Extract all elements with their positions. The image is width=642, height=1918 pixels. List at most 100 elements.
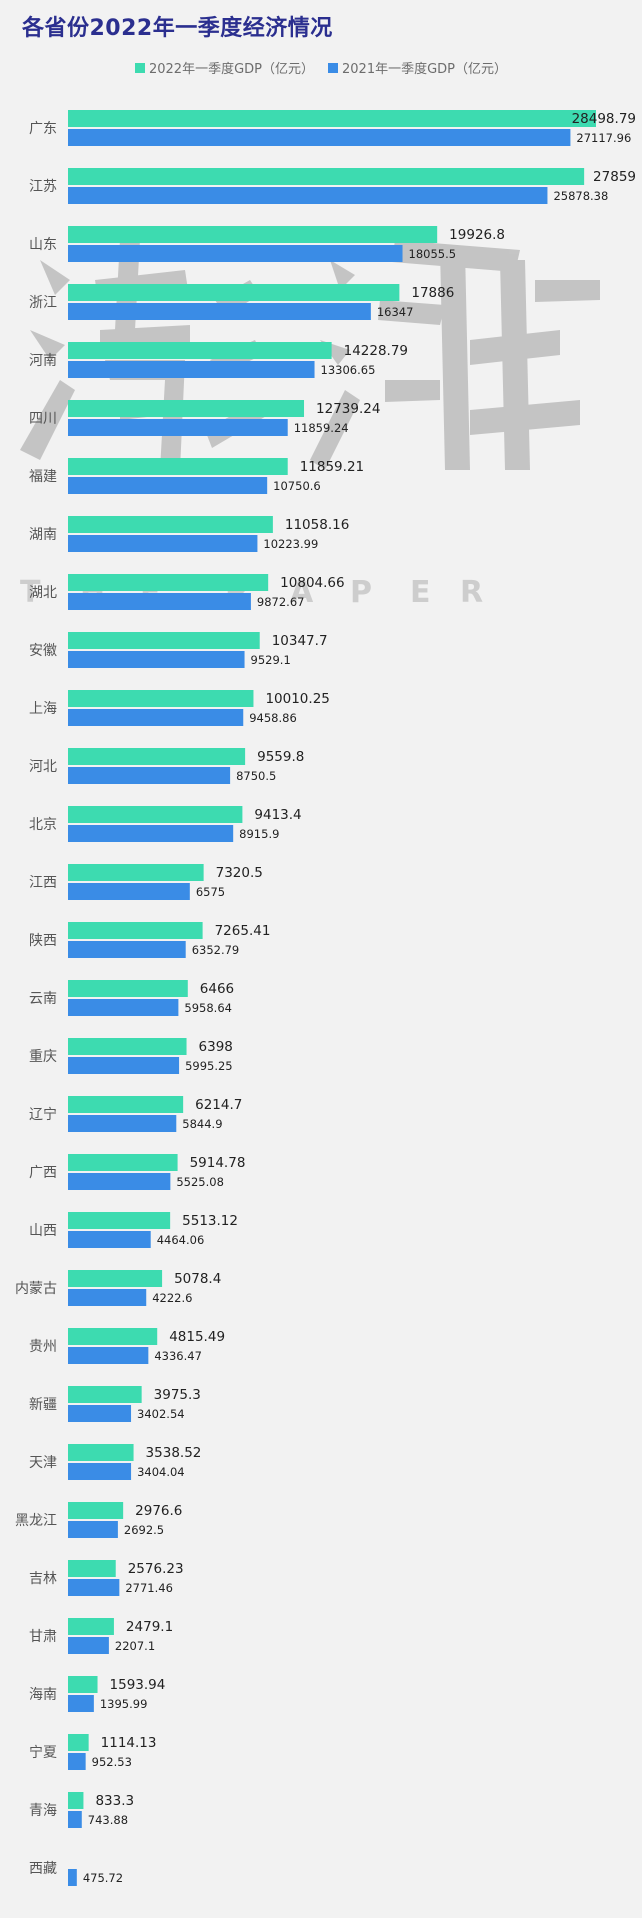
bar-2022[interactable] [68, 400, 305, 417]
bar-2022[interactable] [68, 110, 596, 127]
bar-2021[interactable] [68, 825, 234, 842]
category-group: 湖南 11058.16 10223.99 [29, 516, 349, 552]
data-label-2022: 10804.66 [280, 575, 344, 591]
bar-2022[interactable] [68, 806, 243, 823]
bar-2022[interactable] [68, 458, 288, 475]
category-label: 海南 [29, 1687, 57, 1703]
bar-2022[interactable] [68, 748, 246, 765]
bar-2021[interactable] [68, 709, 244, 726]
category-label: 江西 [29, 875, 57, 891]
data-label-2022: 9559.8 [257, 749, 304, 765]
category-label: 辽宁 [29, 1106, 57, 1123]
bar-2022[interactable] [68, 342, 332, 359]
data-label-2021: 2692.5 [124, 1523, 164, 1537]
bar-2021[interactable] [68, 1463, 132, 1480]
bar-2022[interactable] [68, 864, 204, 881]
data-label-2021: 6352.79 [192, 943, 240, 957]
bar-2021[interactable] [68, 941, 186, 958]
category-label: 贵州 [29, 1339, 57, 1355]
bar-2022[interactable] [68, 632, 260, 649]
bar-2021[interactable] [68, 303, 371, 320]
data-label-2022: 6214.7 [195, 1097, 242, 1113]
bar-2022[interactable] [68, 168, 585, 185]
category-group: 新疆 3975.3 3402.54 [29, 1386, 201, 1422]
legend: 2022年一季度GDP（亿元） 2021年一季度GDP（亿元） [0, 58, 642, 77]
bar-2022[interactable] [68, 1328, 158, 1345]
data-label-2022: 6466 [200, 981, 234, 997]
bar-2021[interactable] [68, 1405, 132, 1422]
bar-2021[interactable] [68, 883, 190, 900]
bar-2021[interactable] [68, 1579, 120, 1596]
data-label-2021: 5844.9 [182, 1117, 222, 1131]
data-label-2022: 7265.41 [215, 923, 271, 939]
bar-2021[interactable] [68, 245, 403, 262]
bar-2022[interactable] [68, 690, 254, 707]
category-group: 河南 14228.79 13306.65 [29, 342, 408, 378]
data-label-2021: 6575 [196, 885, 225, 899]
data-label-2022: 7320.5 [216, 865, 263, 881]
data-label-2021: 475.72 [83, 1871, 123, 1885]
bar-2021[interactable] [68, 129, 571, 146]
bar-2022[interactable] [68, 1618, 114, 1635]
bar-2022[interactable] [68, 284, 400, 301]
bar-2021[interactable] [68, 187, 548, 204]
bar-2021[interactable] [68, 1869, 77, 1886]
data-label-2021: 2207.1 [115, 1639, 155, 1653]
bar-2021[interactable] [68, 1695, 94, 1712]
bar-2022[interactable] [68, 1502, 124, 1519]
bar-2021[interactable] [68, 477, 268, 494]
bar-2021[interactable] [68, 535, 258, 552]
bar-2022[interactable] [68, 1792, 84, 1809]
data-label-2022: 833.3 [95, 1793, 134, 1809]
bar-2021[interactable] [68, 1753, 86, 1770]
bar-2022[interactable] [68, 1676, 98, 1693]
data-label-2022: 17886 [411, 285, 454, 301]
bar-2022[interactable] [68, 1444, 134, 1461]
bar-2021[interactable] [68, 1521, 118, 1538]
bar-2021[interactable] [68, 1637, 109, 1654]
bar-2021[interactable] [68, 419, 288, 436]
legend-item-2022[interactable]: 2022年一季度GDP（亿元） [134, 58, 314, 77]
category-group: 重庆 6398 5995.25 [29, 1038, 233, 1074]
category-group: 辽宁 6214.7 5844.9 [29, 1096, 242, 1132]
bar-2021[interactable] [68, 999, 179, 1016]
category-group: 福建 11859.21 10750.6 [29, 458, 364, 494]
bar-2022[interactable] [68, 1386, 142, 1403]
bar-2022[interactable] [68, 226, 438, 243]
bar-2022[interactable] [68, 1154, 178, 1171]
bar-2022[interactable] [68, 922, 203, 939]
bar-2021[interactable] [68, 767, 231, 784]
bar-2021[interactable] [68, 1173, 171, 1190]
legend-swatch-2022 [134, 62, 145, 73]
bar-2022[interactable] [68, 574, 269, 591]
category-group: 广西 5914.78 5525.08 [29, 1154, 245, 1190]
bar-2022[interactable] [68, 1734, 89, 1751]
bar-2021[interactable] [68, 1057, 180, 1074]
bar-2021[interactable] [68, 1347, 149, 1364]
data-label-2021: 8750.5 [236, 769, 276, 783]
bar-2021[interactable] [68, 361, 315, 378]
bar-2021[interactable] [68, 1115, 177, 1132]
bar-2022[interactable] [68, 516, 273, 533]
category-label: 陕西 [29, 933, 57, 949]
bar-2022[interactable] [68, 980, 188, 997]
bar-2022[interactable] [68, 1212, 171, 1229]
bar-2021[interactable] [68, 1811, 82, 1828]
data-label-2021: 743.88 [88, 1813, 128, 1827]
bar-2021[interactable] [68, 651, 245, 668]
category-label: 湖北 [29, 585, 57, 601]
bar-2022[interactable] [68, 1270, 163, 1287]
bar-2021[interactable] [68, 1289, 147, 1306]
category-label: 甘肃 [29, 1629, 57, 1645]
bar-2021[interactable] [68, 593, 251, 610]
data-label-2022: 27859 [593, 169, 636, 185]
category-label: 河北 [29, 759, 57, 775]
data-label-2022: 10010.25 [265, 691, 329, 707]
bar-2022[interactable] [68, 1096, 184, 1113]
category-label: 新疆 [29, 1397, 57, 1413]
bar-2022[interactable] [68, 1560, 116, 1577]
data-label-2022: 4815.49 [169, 1329, 225, 1345]
bar-2021[interactable] [68, 1231, 151, 1248]
bar-2022[interactable] [68, 1038, 187, 1055]
legend-item-2021[interactable]: 2021年一季度GDP（亿元） [328, 58, 507, 77]
